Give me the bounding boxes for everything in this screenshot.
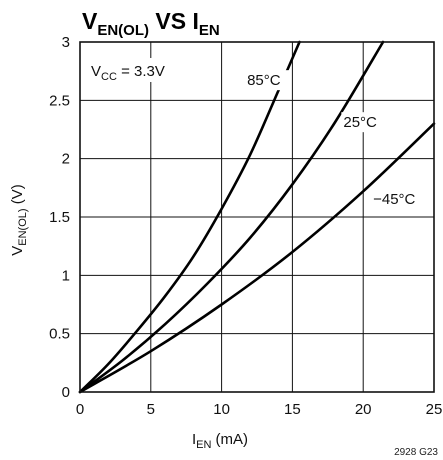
y-tick-label: 0 bbox=[62, 384, 70, 401]
y-tick-label: 1 bbox=[62, 267, 70, 284]
series-label-25c: 25°C bbox=[343, 114, 377, 131]
series-label-85c: 85°C bbox=[247, 72, 281, 89]
x-axis-label: IEN (mA) bbox=[192, 431, 248, 451]
series-label-minus-45c: −45°C bbox=[373, 191, 415, 208]
x-tick-label: 15 bbox=[284, 401, 301, 418]
x-tick-label: 5 bbox=[147, 401, 155, 418]
curves bbox=[78, 40, 436, 394]
x-tick-label: 10 bbox=[213, 401, 230, 418]
series-label-bg bbox=[245, 70, 292, 91]
y-tick-label: 1.5 bbox=[49, 209, 70, 226]
x-tick-label: 25 bbox=[426, 401, 443, 418]
y-tick-label: 0.5 bbox=[49, 326, 70, 343]
svg-text:VCC = 3.3V: VCC = 3.3V bbox=[91, 63, 165, 83]
y-tick-label: 2 bbox=[62, 151, 70, 168]
x-tick-label: 20 bbox=[355, 401, 372, 418]
y-tick-label: 3 bbox=[62, 34, 70, 51]
plot-frame bbox=[79, 41, 435, 393]
series-label-bg bbox=[371, 189, 418, 210]
series-labels: 85°C 25°C −45°C bbox=[245, 70, 418, 210]
series-line-25c bbox=[78, 40, 385, 394]
y-axis-label: VEN(OL) (V) bbox=[9, 184, 29, 255]
vcc-annotation: VCC = 3.3V bbox=[87, 58, 187, 83]
grid bbox=[79, 41, 435, 393]
y-tick-labels: 0 0.5 1 1.5 2 2.5 3 bbox=[49, 34, 70, 401]
x-tick-labels: 0 5 10 15 20 25 bbox=[76, 401, 443, 418]
y-tick-label: 2.5 bbox=[49, 92, 70, 109]
x-tick-label: 0 bbox=[76, 401, 84, 418]
figure-code: 2928 G23 bbox=[394, 447, 438, 458]
chart-title: VEN(OL) VS IEN bbox=[82, 8, 220, 39]
series-line-minus-45c bbox=[78, 122, 436, 394]
series-line-85c bbox=[78, 40, 301, 394]
series-label-bg bbox=[341, 112, 388, 133]
